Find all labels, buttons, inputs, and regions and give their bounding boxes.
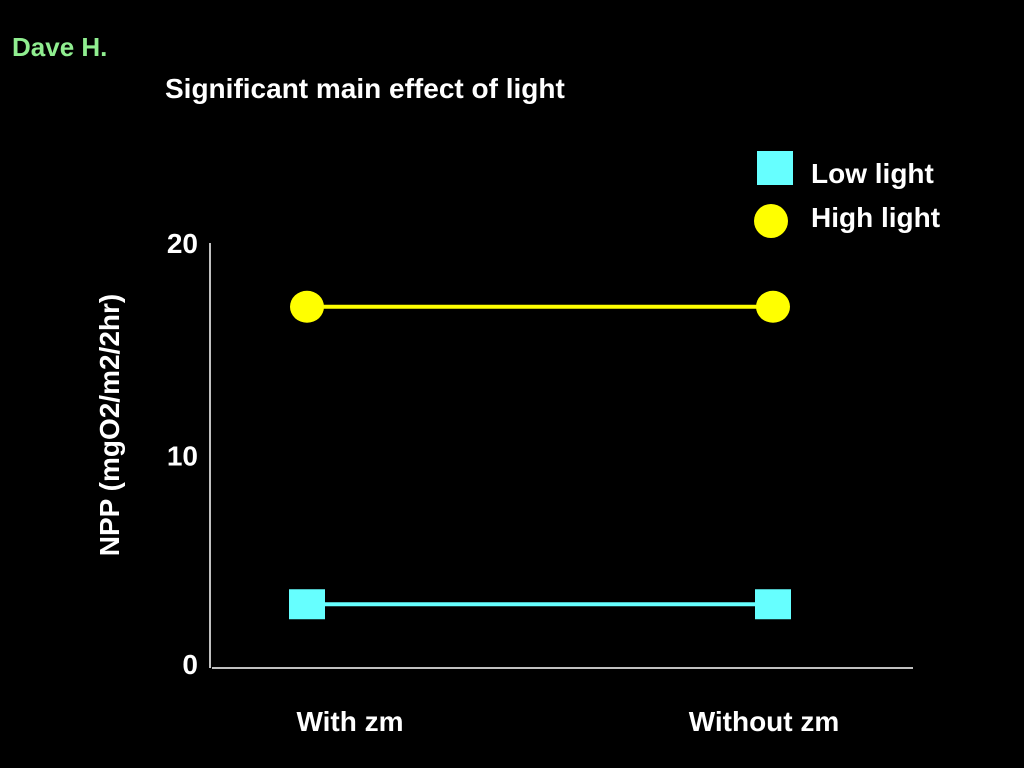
legend-marker-circle bbox=[754, 204, 788, 238]
legend: Low light High light bbox=[754, 151, 940, 238]
y-ticks: 0 10 20 bbox=[167, 228, 198, 680]
x-tick-label: Without zm bbox=[689, 706, 840, 737]
data-point-circle bbox=[756, 290, 790, 323]
y-axis-label: NPP (mgO2/m2/2hr) bbox=[94, 294, 125, 556]
data-point-square bbox=[755, 589, 791, 620]
y-tick-label: 10 bbox=[167, 441, 198, 472]
legend-marker-square bbox=[757, 151, 793, 185]
data-point-square bbox=[289, 589, 325, 620]
x-ticks: With zm Without zm bbox=[296, 706, 839, 737]
data-point-circle bbox=[290, 290, 324, 323]
author-name: Dave H. bbox=[12, 32, 108, 62]
x-tick-label: With zm bbox=[296, 706, 403, 737]
y-tick-label: 0 bbox=[182, 649, 198, 680]
legend-label: Low light bbox=[811, 158, 934, 189]
legend-label: High light bbox=[811, 202, 940, 233]
chart-title: Significant main effect of light bbox=[165, 73, 565, 104]
y-tick-label: 20 bbox=[167, 228, 198, 259]
series-layer bbox=[289, 290, 791, 620]
